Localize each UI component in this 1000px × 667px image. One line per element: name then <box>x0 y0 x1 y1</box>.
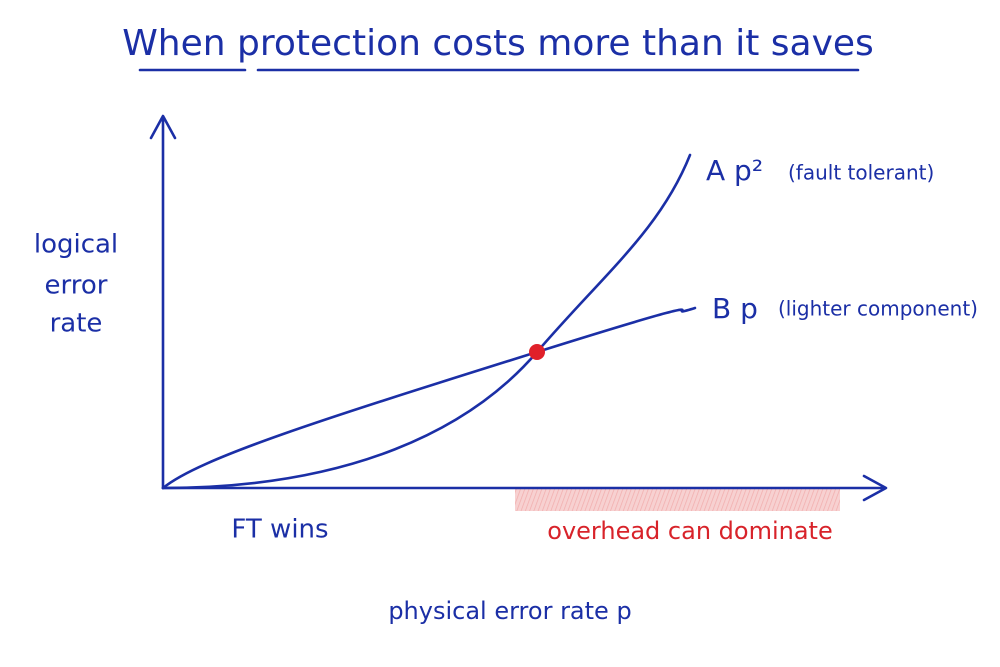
overhead-region <box>515 489 840 511</box>
y-axis <box>149 114 177 490</box>
curve-label: B p <box>712 292 758 325</box>
curve-note: (lighter component) <box>778 297 978 321</box>
title: When protection costs more than it saves <box>122 23 874 64</box>
y-axis-label: logical <box>34 230 118 260</box>
curve-a <box>161 153 692 490</box>
y-axis-label: error <box>45 271 108 301</box>
region-label: FT wins <box>231 515 328 545</box>
curve-b <box>161 306 697 490</box>
y-axis-label: rate <box>50 309 103 339</box>
x-axis <box>161 474 888 502</box>
x-axis-label: physical error rate p <box>388 597 631 625</box>
region-label: overhead can dominate <box>547 517 832 545</box>
crossover-point <box>529 344 545 360</box>
curve-note: (fault tolerant) <box>788 161 934 185</box>
curve-label: A p² <box>706 154 763 187</box>
